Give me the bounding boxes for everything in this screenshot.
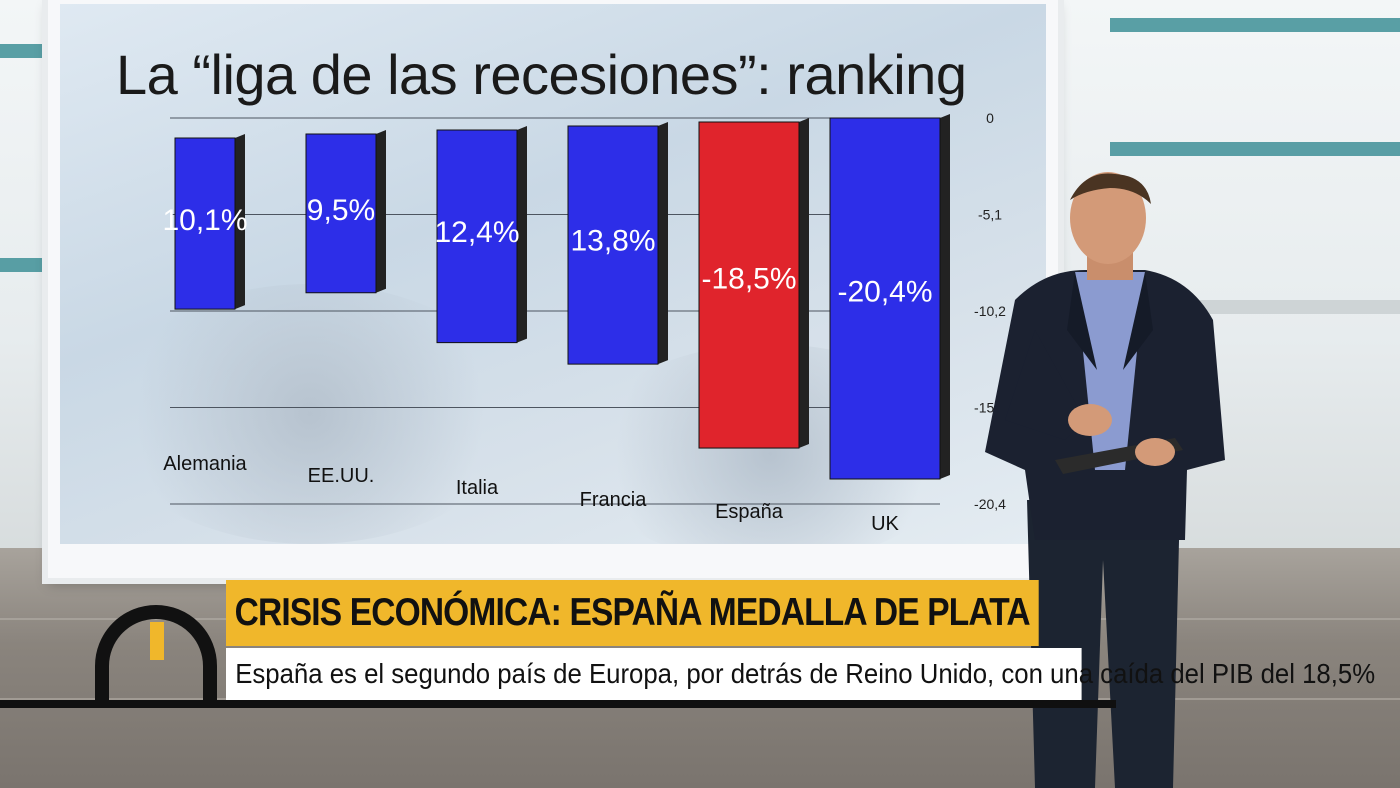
bar-side — [799, 118, 809, 449]
bar-value-label: 9,5% — [307, 194, 375, 227]
video-wall: La “liga de las recesiones”: ranking 0 -5… — [48, 0, 1058, 578]
bar-0 — [174, 134, 245, 310]
category-label: Francia — [580, 489, 648, 511]
bar-value-label: 10,1% — [162, 204, 247, 237]
bar-side — [235, 134, 245, 310]
wall-stripe — [1200, 300, 1400, 314]
wall-stripe — [0, 258, 60, 272]
bar-face — [829, 117, 941, 480]
bar-face — [305, 133, 377, 294]
bar-3 — [567, 122, 668, 365]
wall-stripe — [0, 44, 60, 58]
y-tick-label: -10,2 — [974, 303, 1006, 319]
category-label: UK — [871, 513, 899, 535]
presenter — [985, 172, 1225, 788]
bar-4 — [698, 118, 809, 449]
bar-face — [698, 121, 800, 449]
bar-value-label: 13,8% — [570, 224, 655, 257]
y-tick-label: -5,1 — [978, 207, 1002, 223]
bar-2 — [436, 126, 527, 344]
bar-face — [436, 129, 518, 344]
bar-side — [940, 114, 950, 479]
category-label: Alemania — [163, 453, 247, 475]
chart-title: La “liga de las recesiones”: ranking — [116, 43, 967, 106]
headline-banner: CRISIS ECONÓMICA: ESPAÑA MEDALLA DE PLAT… — [226, 580, 1039, 646]
bar-value-label: 12,4% — [434, 216, 519, 249]
wall-stripe — [1110, 142, 1400, 156]
y-tick-label: -20,4 — [974, 496, 1006, 512]
y-tick-label: 0 — [986, 110, 994, 126]
wall-stripe — [1110, 18, 1400, 32]
category-label: EE.UU. — [308, 465, 375, 487]
bar-side — [376, 130, 386, 293]
bar-value-label: -18,5% — [701, 263, 796, 296]
bar-value-label: -20,4% — [837, 275, 932, 308]
bar-5 — [829, 114, 950, 480]
bar-chart: 0-5,1-10,2-15,3-20,410,1%Alemania9,5%EE.… — [162, 110, 1006, 535]
bar-face — [567, 125, 659, 365]
bar-face — [174, 137, 236, 310]
lower-third-bar — [0, 700, 1116, 708]
category-label: Italia — [456, 477, 499, 499]
channel-logo-icon — [95, 605, 217, 700]
chart-panel: La “liga de las recesiones”: ranking 0 -5… — [60, 4, 1046, 544]
bar-1 — [305, 130, 386, 294]
bar-side — [517, 126, 527, 343]
subline-banner: España es el segundo país de Europa, por… — [226, 648, 1375, 700]
bar-side — [658, 122, 668, 365]
category-label: España — [715, 501, 784, 523]
